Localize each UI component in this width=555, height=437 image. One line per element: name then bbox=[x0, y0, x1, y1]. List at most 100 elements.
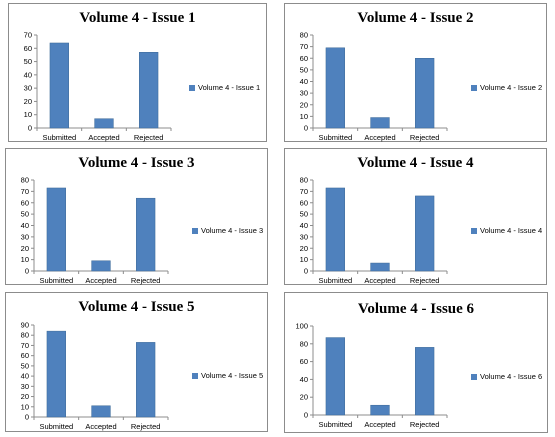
chart-panel-issue-1: Volume 4 - Issue 1 0 10 20 30 40 50 60 70 Submit… bbox=[8, 3, 267, 142]
legend-key bbox=[192, 372, 198, 379]
y-tick-label: 50 bbox=[300, 210, 308, 219]
y-tick-label: 80 bbox=[300, 176, 308, 185]
y-tick-label: 40 bbox=[21, 221, 29, 230]
legend-label: Volume 4 - Issue 6 bbox=[480, 372, 543, 381]
chart-legend: Volume 4 - Issue 5 bbox=[192, 371, 263, 380]
x-tick-label: Accepted bbox=[364, 133, 395, 142]
chart-legend: Volume 4 - Issue 2 bbox=[471, 83, 542, 92]
x-tick-label: Accepted bbox=[364, 420, 395, 429]
legend-label: Volume 4 - Issue 3 bbox=[201, 226, 264, 235]
bar-submitted bbox=[325, 187, 345, 272]
y-tick-label: 80 bbox=[21, 176, 29, 185]
legend-key bbox=[471, 373, 477, 380]
bar-chart-issue-1: 0 10 20 30 40 50 60 70 Submitted Accepted Rejected bbox=[24, 31, 172, 142]
bar-chart-issue-3: 0 10 20 30 40 50 60 70 80 Submitted Accepted Reject… bbox=[21, 176, 169, 285]
y-tick-label: 30 bbox=[300, 89, 308, 98]
y-tick-label: 20 bbox=[21, 392, 29, 401]
chart-panel-issue-3: Volume 4 - Issue 3 0 10 20 30 40 50 60 70 80 Subm… bbox=[5, 148, 268, 285]
y-tick-label: 70 bbox=[21, 341, 29, 350]
bar-rejected bbox=[415, 58, 435, 129]
y-tick-label: 0 bbox=[28, 124, 32, 133]
y-tick-label: 50 bbox=[24, 57, 32, 66]
x-tick-label: Rejected bbox=[134, 133, 164, 142]
bar-submitted bbox=[46, 330, 66, 418]
y-tick-label: 40 bbox=[24, 70, 32, 79]
y-tick-label: 0 bbox=[304, 124, 308, 133]
legend-key bbox=[471, 84, 477, 91]
y-tick-label: 100 bbox=[295, 322, 308, 331]
bar-submitted bbox=[325, 337, 345, 416]
chart-title: Volume 4 - Issue 3 bbox=[78, 155, 195, 171]
chart-title: Volume 4 - Issue 6 bbox=[357, 301, 475, 317]
y-tick-label: 30 bbox=[21, 382, 29, 391]
y-tick-label: 70 bbox=[21, 187, 29, 196]
chart-title: Volume 4 - Issue 2 bbox=[357, 10, 474, 26]
y-tick-label: 40 bbox=[21, 372, 29, 381]
legend-label: Volume 4 - Issue 4 bbox=[480, 226, 543, 235]
x-tick-label: Submitted bbox=[39, 422, 73, 431]
y-tick-label: 40 bbox=[300, 375, 308, 384]
x-tick-label: Submitted bbox=[318, 420, 352, 429]
y-tick-label: 60 bbox=[21, 198, 29, 207]
bar-accepted bbox=[94, 118, 114, 129]
bar-rejected bbox=[136, 197, 156, 272]
y-tick-label: 30 bbox=[21, 232, 29, 241]
x-tick-label: Accepted bbox=[85, 276, 116, 285]
chart-legend: Volume 4 - Issue 4 bbox=[471, 226, 542, 235]
y-tick-label: 0 bbox=[304, 267, 308, 276]
y-tick-label: 10 bbox=[300, 255, 308, 264]
y-tick-label: 70 bbox=[300, 42, 308, 51]
bar-accepted bbox=[91, 260, 111, 272]
x-tick-label: Accepted bbox=[88, 133, 119, 142]
chart-title: Volume 4 - Issue 1 bbox=[79, 10, 196, 26]
y-tick-label: 90 bbox=[21, 321, 29, 330]
x-tick-label: Submitted bbox=[318, 276, 352, 285]
y-tick-label: 40 bbox=[300, 77, 308, 86]
y-tick-label: 20 bbox=[300, 244, 308, 253]
bar-rejected bbox=[139, 52, 159, 129]
y-tick-label: 40 bbox=[300, 221, 308, 230]
y-tick-label: 10 bbox=[21, 402, 29, 411]
y-tick-label: 60 bbox=[300, 198, 308, 207]
y-tick-label: 70 bbox=[300, 187, 308, 196]
y-tick-label: 10 bbox=[300, 112, 308, 121]
bar-chart-issue-4: 0 10 20 30 40 50 60 70 80 Submitted Accepted Reject… bbox=[300, 176, 448, 285]
chart-legend: Volume 4 - Issue 6 bbox=[471, 372, 542, 381]
bar-submitted bbox=[325, 47, 345, 129]
x-tick-label: Accepted bbox=[364, 276, 395, 285]
y-tick-label: 0 bbox=[25, 267, 29, 276]
bar-accepted bbox=[91, 405, 111, 418]
bar-accepted bbox=[370, 117, 390, 129]
x-tick-label: Rejected bbox=[410, 420, 440, 429]
legend-key bbox=[471, 227, 477, 234]
chart-panel-issue-4: Volume 4 - Issue 4 0 10 20 30 40 50 60 70 80 Subm… bbox=[284, 148, 547, 285]
legend-key bbox=[189, 84, 195, 91]
y-tick-label: 80 bbox=[21, 331, 29, 340]
y-tick-label: 50 bbox=[21, 210, 29, 219]
y-tick-label: 50 bbox=[300, 65, 308, 74]
x-tick-label: Rejected bbox=[410, 133, 440, 142]
x-tick-label: Accepted bbox=[85, 422, 116, 431]
chart-legend: Volume 4 - Issue 3 bbox=[192, 226, 263, 235]
y-tick-label: 70 bbox=[24, 31, 32, 40]
x-tick-label: Rejected bbox=[131, 422, 161, 431]
x-tick-label: Submitted bbox=[39, 276, 73, 285]
y-tick-label: 0 bbox=[25, 413, 29, 422]
y-tick-label: 80 bbox=[300, 31, 308, 40]
y-tick-label: 0 bbox=[304, 411, 308, 420]
chart-panel-issue-6: Volume 4 - Issue 6 0 20 40 60 80 100 Submitted… bbox=[284, 292, 548, 433]
x-tick-label: Rejected bbox=[410, 276, 440, 285]
x-tick-label: Submitted bbox=[318, 133, 352, 142]
legend-label: Volume 4 - Issue 1 bbox=[198, 83, 261, 92]
y-tick-label: 10 bbox=[24, 110, 32, 119]
bar-chart-issue-2: 0 10 20 30 40 50 60 70 80 Submitted Accepted Reject… bbox=[300, 31, 448, 142]
chart-title: Volume 4 - Issue 5 bbox=[78, 299, 195, 315]
bar-rejected bbox=[136, 342, 156, 418]
y-tick-label: 60 bbox=[300, 357, 308, 366]
bar-rejected bbox=[415, 347, 435, 416]
y-tick-label: 30 bbox=[24, 84, 32, 93]
y-tick-label: 20 bbox=[300, 393, 308, 402]
bar-accepted bbox=[370, 404, 390, 416]
legend-label: Volume 4 - Issue 5 bbox=[201, 371, 264, 380]
